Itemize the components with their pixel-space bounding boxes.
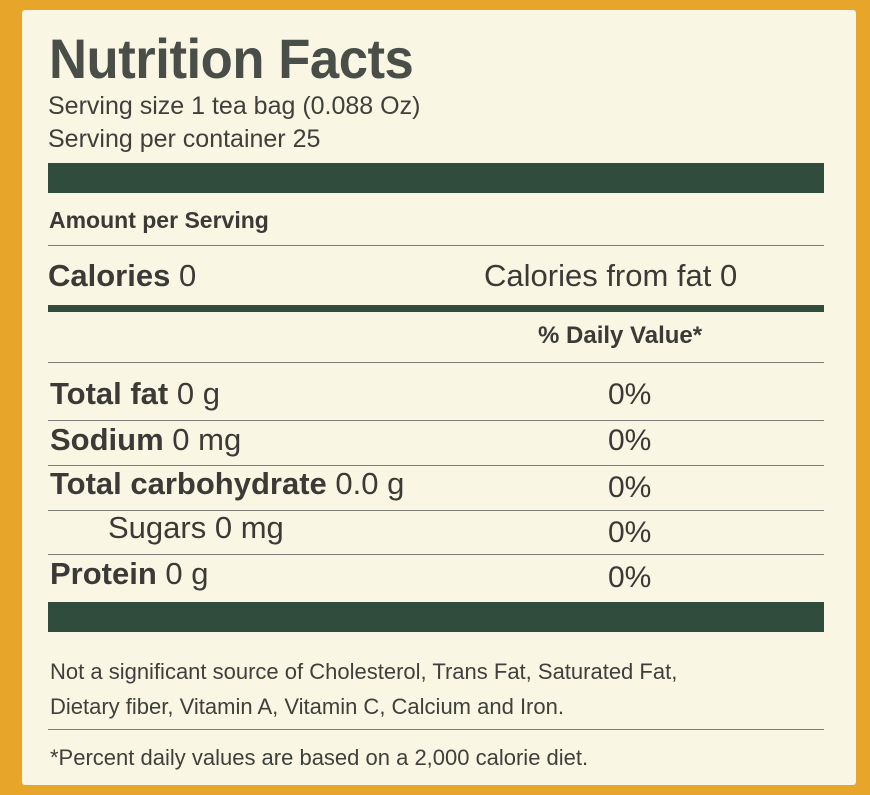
nutrient-label: Total carbohydrate: [50, 466, 327, 501]
divider: [48, 465, 824, 466]
nutrient-label: Sodium: [50, 422, 164, 457]
thick-divider-top: [48, 163, 824, 193]
calories-row: Calories 0: [48, 258, 196, 294]
divider: [48, 554, 824, 555]
not-significant-note: Not a significant source of Cholesterol,…: [50, 654, 840, 724]
calories-value: 0: [178, 258, 197, 293]
nutrition-label: Nutrition Facts Serving size 1 tea bag (…: [22, 10, 856, 785]
daily-value-header: % Daily Value*: [538, 322, 703, 349]
note-line: Dietary fiber, Vitamin A, Vitamin C, Cal…: [50, 694, 564, 719]
daily-value-footnote: *Percent daily values are based on a 2,0…: [50, 745, 589, 770]
nutrient-row-protein: Protein 0 g: [50, 556, 209, 592]
divider: [48, 420, 824, 421]
nutrient-dv: 0%: [608, 378, 652, 411]
nutrient-dv: 0%: [608, 516, 652, 549]
nutrient-row-total-fat: Total fat 0 g: [50, 376, 220, 412]
calories-from-fat: Calories from fat 0: [484, 258, 738, 293]
nutrient-amount: 0 g: [165, 556, 209, 591]
nutrient-label: Protein: [50, 556, 157, 591]
nutrition-title: Nutrition Facts: [49, 27, 414, 90]
nutrient-row-sugars: Sugars 0 mg: [108, 510, 284, 546]
nutrient-dv: 0%: [608, 471, 652, 504]
calories-label: Calories: [48, 258, 171, 293]
servings-per-container: Serving per container 25: [48, 125, 321, 153]
nutrient-amount: 0 g: [176, 376, 220, 411]
note-line: Not a significant source of Cholesterol,…: [50, 659, 678, 684]
nutrient-label: Total fat: [50, 376, 169, 411]
divider: [48, 245, 824, 246]
amount-per-serving: Amount per Serving: [49, 207, 269, 233]
nutrient-amount: 0 mg: [172, 422, 242, 457]
nutrient-label: Sugars 0 mg: [108, 510, 284, 545]
nutrient-dv: 0%: [608, 561, 652, 594]
divider: [48, 729, 824, 730]
serving-size: Serving size 1 tea bag (0.088 Oz): [48, 92, 421, 120]
divider: [48, 362, 824, 363]
nutrient-row-total-carbohydrate: Total carbohydrate 0.0 g: [50, 466, 404, 502]
thick-divider-bottom: [48, 602, 824, 632]
nutrient-dv: 0%: [608, 424, 652, 457]
nutrient-amount: 0.0 g: [335, 466, 405, 501]
nutrient-row-sodium: Sodium 0 mg: [50, 422, 241, 458]
divider: [48, 510, 824, 511]
medium-divider: [48, 305, 824, 312]
